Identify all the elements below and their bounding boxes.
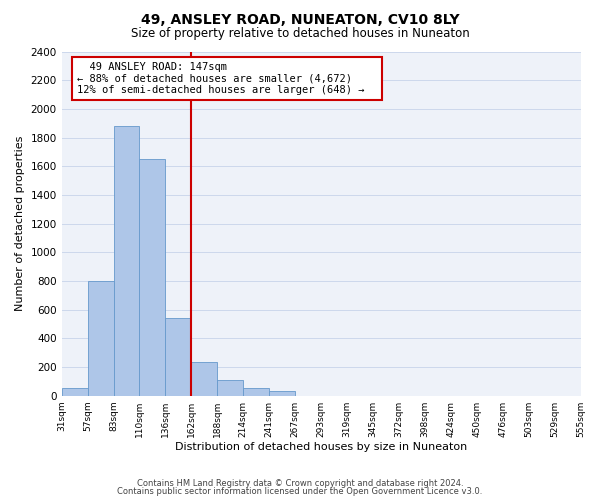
Bar (269, 392, 295, 396)
Bar (113, 126, 139, 396)
Text: 49, ANSLEY ROAD, NUNEATON, CV10 8LY: 49, ANSLEY ROAD, NUNEATON, CV10 8LY (140, 12, 460, 26)
Text: Contains HM Land Registry data © Crown copyright and database right 2024.: Contains HM Land Registry data © Crown c… (137, 478, 463, 488)
Bar (243, 388, 269, 396)
Text: Size of property relative to detached houses in Nuneaton: Size of property relative to detached ho… (131, 28, 469, 40)
Bar (166, 318, 191, 396)
Bar (139, 159, 166, 396)
X-axis label: Distribution of detached houses by size in Nuneaton: Distribution of detached houses by size … (175, 442, 467, 452)
Bar (62, 388, 88, 396)
Bar (217, 380, 243, 396)
Y-axis label: Number of detached properties: Number of detached properties (15, 136, 25, 312)
Text: 49 ANSLEY ROAD: 147sqm
← 88% of detached houses are smaller (4,672)
12% of semi-: 49 ANSLEY ROAD: 147sqm ← 88% of detached… (77, 62, 377, 95)
Text: Contains public sector information licensed under the Open Government Licence v3: Contains public sector information licen… (118, 487, 482, 496)
Bar (191, 362, 217, 396)
Bar (88, 281, 113, 396)
